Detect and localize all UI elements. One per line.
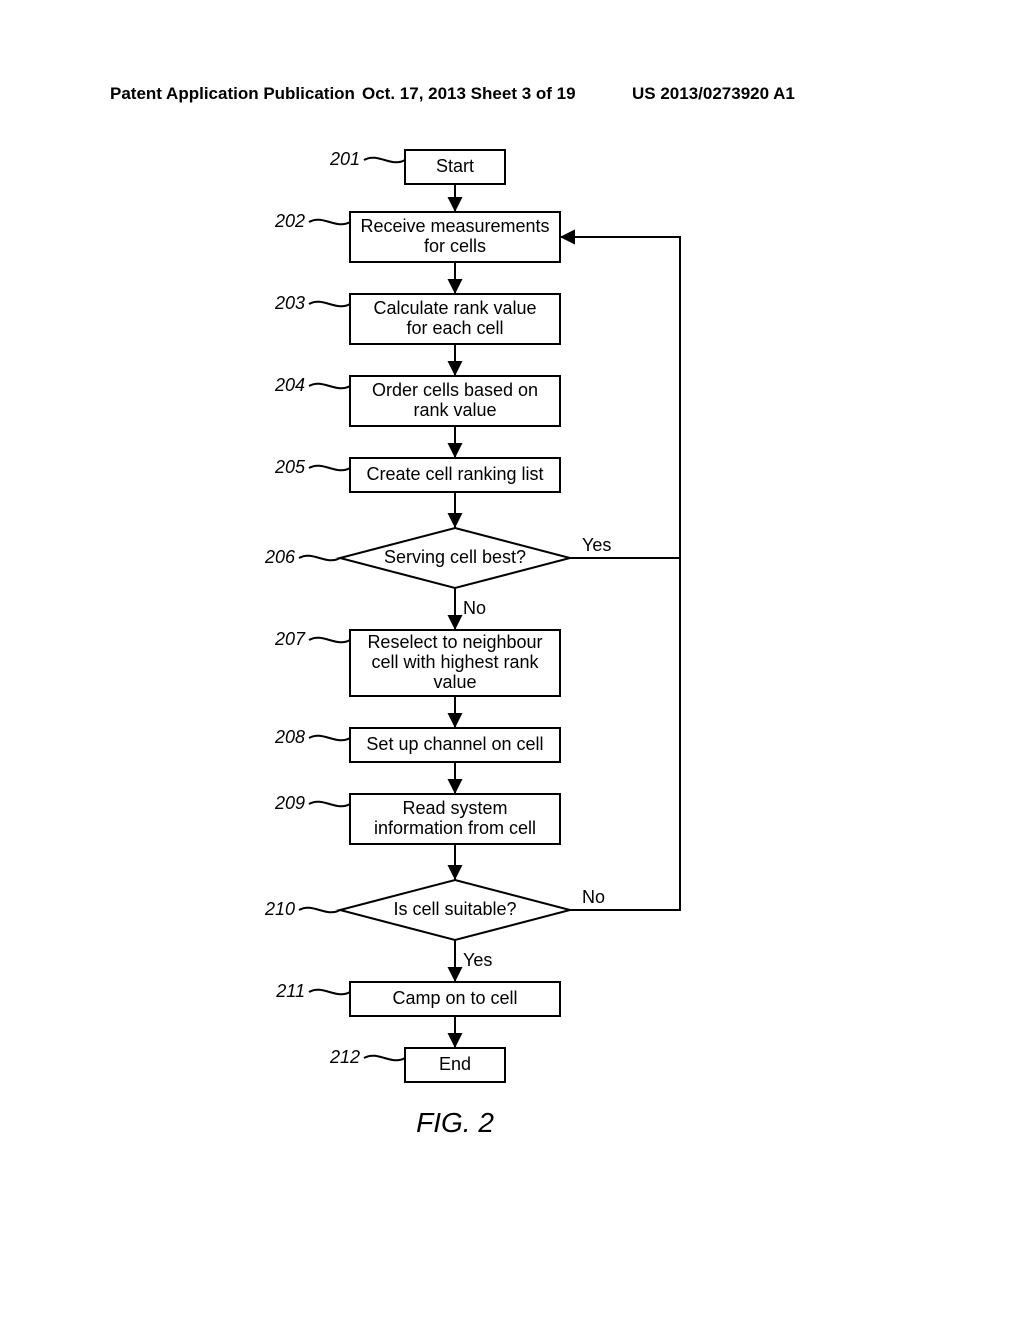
arrow-label-206-207: No [463,598,486,618]
ref-209: 209 [274,793,305,813]
node-202-line0: Receive measurements [360,216,549,236]
feedback-label-206: Yes [582,535,611,555]
leader-206 [299,556,340,561]
node-204-line0: Order cells based on [372,380,538,400]
ref-202: 202 [274,211,305,231]
ref-205: 205 [274,457,306,477]
ref-208: 208 [274,727,305,747]
node-209-line1: information from cell [374,818,536,838]
leader-201 [364,158,405,163]
node-208-line0: Set up channel on cell [366,734,543,754]
node-207-line0: Reselect to neighbour [367,632,542,652]
leader-202 [309,220,350,225]
feedback-210 [560,237,680,910]
node-202-line1: for cells [424,236,486,256]
leader-211 [309,990,350,995]
hdr-pubno: US 2013/0273920 A1 [632,84,795,104]
node-210-line0: Is cell suitable? [393,899,516,919]
node-207-line2: value [433,672,476,692]
node-207-line1: cell with highest rank [371,652,539,672]
leader-207 [309,638,350,643]
leader-208 [309,736,350,741]
flowchart-svg: Start 201 Receive measurementsfor cells 202… [0,140,1024,1300]
node-201-line0: Start [436,156,474,176]
node-209-line0: Read system [402,798,507,818]
ref-203: 203 [274,293,305,313]
node-205-line0: Create cell ranking list [366,464,543,484]
arrow-label-210-211: Yes [463,950,492,970]
leader-204 [309,384,350,389]
node-211-line0: Camp on to cell [392,988,517,1008]
node-203-line1: for each cell [406,318,503,338]
ref-204: 204 [274,375,305,395]
leader-210 [299,908,340,913]
ref-210: 210 [264,899,295,919]
node-203-line0: Calculate rank value [373,298,536,318]
node-204-line1: rank value [413,400,496,420]
ref-206: 206 [264,547,296,567]
leader-209 [309,802,350,807]
hdr-date: Oct. 17, 2013 Sheet 3 of 19 [362,84,576,104]
ref-211: 211 [275,981,305,1001]
feedback-206 [560,237,680,558]
leader-203 [309,302,350,307]
ref-207: 207 [274,629,306,649]
node-206-line0: Serving cell best? [384,547,526,567]
leader-205 [309,466,350,471]
ref-201: 201 [329,149,360,169]
ref-212: 212 [329,1047,360,1067]
feedback-label-210: No [582,887,605,907]
leader-212 [364,1056,405,1061]
hdr-pub: Patent Application Publication [110,84,355,104]
node-212-line0: End [439,1054,471,1074]
figure-caption: FIG. 2 [416,1107,494,1138]
